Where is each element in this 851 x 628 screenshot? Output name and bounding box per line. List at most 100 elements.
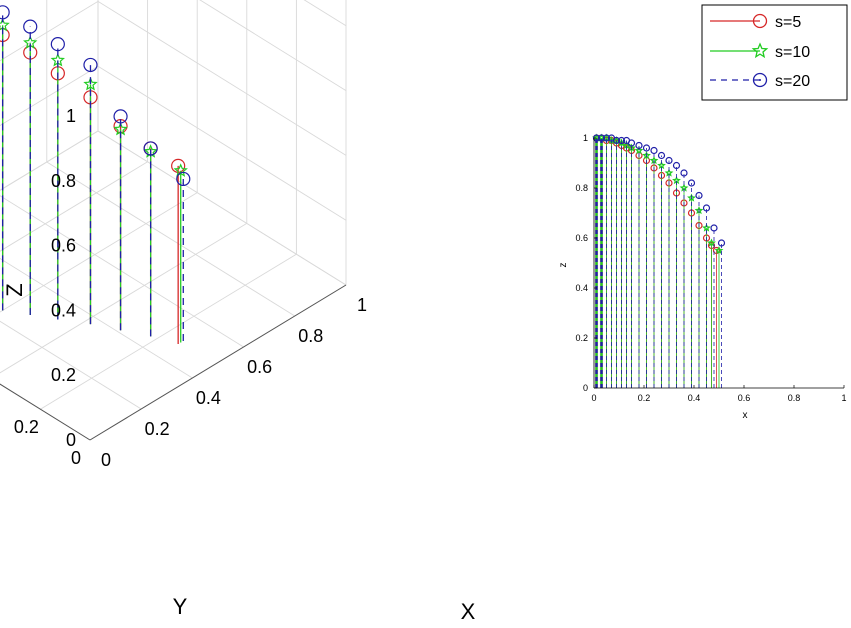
inset-tick-labels: 0 0.2 0.4 0.6 0.8 1 0 0.2 0.4 0.6 0.8 1 <box>575 133 846 403</box>
marker-s=20-16 <box>83 57 98 73</box>
x-tick-label-4: 0.8 <box>298 326 323 346</box>
z-tick-label-4: 0.8 <box>51 171 76 191</box>
inset-y-tick-label-1: 0.2 <box>575 333 588 343</box>
legend-entry-s5: s=5 <box>710 13 801 31</box>
floor-grid-y-4 <box>0 161 148 252</box>
main-3d-plot: 00.20.40.60.8100.20.40.60.8100.20.40.60.… <box>0 0 476 624</box>
inset-marker-s=20-2 <box>602 134 611 142</box>
inset-y-tick-label-2: 0.4 <box>575 283 588 293</box>
x-axis-line <box>89 284 347 441</box>
inset-x-tick-label-0: 0 <box>591 393 596 403</box>
inset-series-s=20 <box>592 134 726 388</box>
inset-marker-s=20-1 <box>597 134 606 142</box>
marker-s=20-18 <box>143 141 158 156</box>
inset-marker-s=20-8 <box>635 141 643 150</box>
backwall-xz-horz-3 <box>0 0 98 92</box>
inset-marker-s=20-11 <box>657 151 666 160</box>
floor-grid-y-3 <box>0 192 198 313</box>
inset-x-tick-label-3: 0.6 <box>738 393 751 403</box>
x-tick-label-5: 1 <box>357 295 367 315</box>
inset-marker-s=10-15 <box>687 193 696 202</box>
marker-s=5-13 <box>0 27 10 43</box>
sidewall-yz-horz-2 <box>97 1 347 156</box>
z-tick-label-2: 0.4 <box>51 300 76 320</box>
inset-y-tick-label-4: 0.8 <box>575 183 588 193</box>
floor-grid-x-4 <box>46 161 296 317</box>
z-tick-label-1: 0.2 <box>51 365 76 385</box>
inset-marker-s=20-15 <box>687 179 696 187</box>
z-tick-label-0: 0 <box>66 430 76 450</box>
inset-2d-plot: 0 0.2 0.4 0.6 0.8 1 0 0.2 0.4 0.6 0.8 1 x z <box>558 133 847 421</box>
sidewall-yz-horz-4 <box>303 0 347 27</box>
inset-marker-s=10-11 <box>657 160 666 170</box>
marker-s=20-14 <box>23 19 38 34</box>
x-tick-label-2: 0.4 <box>196 388 221 408</box>
legend-entry-s20: s=20 <box>710 72 810 90</box>
inset-marker-s=20-9 <box>642 144 651 152</box>
sidewall-yz-horz-1 <box>97 65 347 221</box>
legend-entry-s10: s=10 <box>710 42 810 61</box>
inset-marker-s=10-8 <box>634 145 644 155</box>
series-s=20 <box>0 5 191 341</box>
marker-s=10-13 <box>0 17 10 32</box>
legend-marker-s20-dot <box>759 79 761 81</box>
x-tick-label-1: 0.2 <box>145 419 170 439</box>
inset-marker-s=20-0 <box>592 134 601 142</box>
floor-grid-y-1 <box>40 253 297 410</box>
inset-x-tick-label-1: 0.2 <box>638 393 651 403</box>
z-axis-label: Z <box>2 283 27 296</box>
marker-s=20-19 <box>176 171 191 187</box>
floor-grid-y-5 <box>0 130 99 191</box>
legend-label-s20: s=20 <box>775 73 810 90</box>
inset-x-tick-label-5: 1 <box>841 393 846 403</box>
x-axis-label: X <box>461 599 476 624</box>
inset-marker-s=20-14 <box>680 169 688 177</box>
main-tick-labels: 00.20.40.60.8100.20.40.60.8100.20.40.60.… <box>14 106 367 470</box>
inset-marker-s=20-12 <box>665 156 673 165</box>
inset-marker-s=10-18 <box>707 238 716 247</box>
inset-marker-s=20-18 <box>710 224 718 232</box>
inset-marker-s=20-4 <box>612 136 621 145</box>
inset-marker-s=20-17 <box>702 204 711 212</box>
inset-x-tick-label-4: 0.8 <box>788 393 801 403</box>
z-tick-label-5: 1 <box>66 106 76 126</box>
inset-stems <box>592 133 726 388</box>
inset-marker-s=20-7 <box>627 139 636 147</box>
main-grid <box>0 0 347 441</box>
y-tick-label-1: 0.2 <box>14 417 39 437</box>
marker-s=20-17 <box>113 109 128 124</box>
x-tick-label-3: 0.6 <box>247 357 272 377</box>
floor-grid-y-2 <box>0 223 248 374</box>
marker-s=20-13 <box>0 5 10 20</box>
legend-marker-s5 <box>752 13 768 29</box>
floor-grid-x-5 <box>97 130 347 286</box>
backwall-xz-horz-4 <box>0 0 98 27</box>
main-stems <box>0 5 191 345</box>
legend-label-s10: s=10 <box>775 44 810 61</box>
inset-marker-s=20-13 <box>672 161 681 170</box>
inset-marker-s=10-19 <box>714 245 724 255</box>
y-axis-line <box>0 383 91 441</box>
inset-x-tick-label-2: 0.4 <box>688 393 701 403</box>
legend-marker-s10 <box>751 42 769 59</box>
sidewall-yz-horz-3 <box>199 0 347 91</box>
marker-s=20-15 <box>50 37 65 52</box>
legend-star-icon <box>751 42 769 59</box>
inset-y-tick-label-0: 0 <box>583 383 588 393</box>
floor-grid-x-3 <box>0 195 244 348</box>
inset-y-axis-label: z <box>558 263 569 268</box>
y-axis-label: Y <box>173 594 188 619</box>
series-s=5 <box>0 27 186 345</box>
legend-label-s5: s=5 <box>775 14 801 31</box>
inset-marker-s=20-19 <box>717 239 726 247</box>
legend-marker-s20 <box>752 72 768 88</box>
inset-marker-s=20-10 <box>650 146 658 155</box>
inset-x-axis-label: x <box>743 410 748 421</box>
floor-grid-x-1 <box>0 320 142 410</box>
inset-y-tick-label-3: 0.6 <box>575 233 588 243</box>
inset-marker-s=10-17 <box>702 223 711 232</box>
x-tick-label-0: 0 <box>101 450 111 470</box>
backwall-xz-horz-2 <box>0 1 99 62</box>
series-s=10 <box>0 17 188 343</box>
